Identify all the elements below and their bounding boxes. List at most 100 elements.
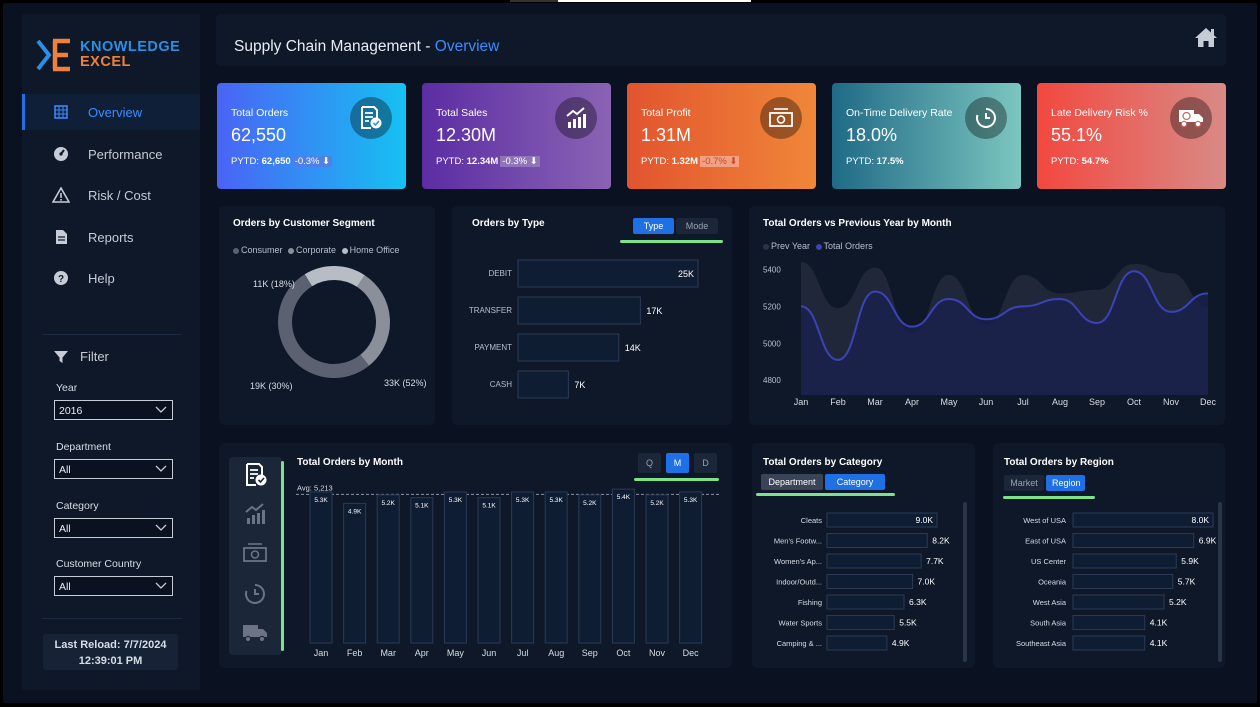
year-select[interactable]: 2016 bbox=[54, 400, 173, 420]
month-button[interactable]: M bbox=[666, 453, 689, 473]
region-bar[interactable] bbox=[1072, 635, 1146, 651]
region-bar[interactable] bbox=[1072, 574, 1174, 589]
category-bar[interactable] bbox=[826, 615, 895, 630]
category-bar[interactable] bbox=[826, 594, 905, 610]
x-tick-label: Nov bbox=[1163, 397, 1180, 407]
region-bar[interactable] bbox=[1072, 533, 1195, 548]
nav-item-overview[interactable]: Overview bbox=[22, 94, 200, 130]
region-value: 4.1K bbox=[1150, 638, 1168, 648]
truck-icon[interactable] bbox=[242, 623, 268, 643]
sales-chart-icon[interactable] bbox=[244, 503, 266, 525]
nav-item-help[interactable]: ? Help bbox=[22, 260, 200, 296]
category-bar[interactable] bbox=[826, 553, 922, 569]
donut-slice-consumer[interactable] bbox=[278, 274, 370, 378]
kpi-pytd-label: PYTD: bbox=[436, 156, 467, 167]
filter-category-label: Category bbox=[56, 500, 99, 512]
kpi-value: 55.1% bbox=[1051, 125, 1103, 145]
quarter-button[interactable]: Q bbox=[638, 453, 661, 473]
category-select[interactable]: All bbox=[54, 518, 173, 538]
type-bar-label: PAYMENT bbox=[475, 343, 513, 352]
region-button[interactable]: Region bbox=[1046, 475, 1085, 491]
month-bar-value: 5.4K bbox=[617, 494, 631, 501]
market-button[interactable]: Market bbox=[1004, 475, 1044, 491]
donut-slice-corporate[interactable] bbox=[356, 275, 390, 366]
region-bar[interactable] bbox=[1072, 615, 1146, 630]
month-bar[interactable] bbox=[443, 491, 467, 644]
category-bar[interactable] bbox=[826, 512, 938, 528]
month-bar[interactable] bbox=[376, 494, 400, 644]
category-button[interactable]: Category bbox=[825, 474, 885, 490]
department-button[interactable]: Department bbox=[761, 474, 823, 490]
category-bar[interactable] bbox=[826, 635, 888, 651]
month-label: Jan bbox=[314, 648, 329, 658]
month-bar[interactable] bbox=[477, 497, 501, 644]
category-scrollbar[interactable] bbox=[963, 502, 967, 662]
nav-item-risk-cost[interactable]: Risk / Cost bbox=[22, 177, 200, 213]
kpi-title: On-Time Delivery Rate bbox=[846, 107, 953, 119]
category-label: Men's Footw... bbox=[774, 537, 822, 546]
month-bar[interactable] bbox=[410, 497, 434, 644]
legend-dot bbox=[815, 243, 822, 250]
kpi-title: Late Delivery Risk % bbox=[1051, 107, 1148, 119]
side-icons-indicator bbox=[281, 461, 284, 651]
region-scrollbar[interactable] bbox=[1218, 502, 1222, 662]
logo: KNOWLEDGE EXCEL bbox=[36, 38, 196, 78]
legend-dot bbox=[763, 243, 769, 250]
sidebar: KNOWLEDGE EXCEL Overview Performance Risk… bbox=[22, 14, 200, 690]
legend-home-office: Home Office bbox=[349, 245, 400, 255]
month-bar[interactable] bbox=[309, 491, 333, 644]
type-bar[interactable] bbox=[517, 370, 569, 399]
month-bar[interactable] bbox=[679, 491, 703, 644]
category-value: 5.5K bbox=[899, 618, 917, 628]
month-bar-value: 5.3K bbox=[550, 497, 564, 504]
region-bar[interactable] bbox=[1072, 594, 1165, 610]
kpi-change: -0.3% ⬇ bbox=[292, 156, 333, 167]
donut-slice-home-office[interactable] bbox=[304, 266, 365, 288]
month-label: Apr bbox=[415, 648, 429, 658]
region-bar[interactable] bbox=[1072, 553, 1177, 569]
month-label: Sep bbox=[582, 648, 598, 658]
month-bar-value: 5.3K bbox=[314, 497, 328, 504]
day-button[interactable]: D bbox=[694, 453, 717, 473]
home-icon[interactable] bbox=[1194, 26, 1218, 48]
orders-icon[interactable] bbox=[245, 463, 267, 487]
clock-icon bbox=[965, 97, 1007, 139]
type-bar[interactable] bbox=[517, 296, 641, 325]
warning-icon bbox=[51, 187, 71, 203]
kpi-pytd: PYTD: 17.5% bbox=[846, 156, 904, 167]
orders-vs-prev-year-panel: Total Orders vs Previous Year by Month P… bbox=[749, 206, 1225, 425]
svg-text:?: ? bbox=[58, 274, 64, 285]
type-bar[interactable] bbox=[517, 259, 699, 288]
cash-icon[interactable] bbox=[243, 543, 267, 563]
nav-item-reports[interactable]: Reports bbox=[22, 219, 200, 255]
kpi-change: -0.7% ⬇ bbox=[700, 156, 740, 167]
month-bar[interactable] bbox=[544, 491, 568, 644]
country-select[interactable]: All bbox=[54, 576, 173, 596]
chevron-down-icon bbox=[155, 582, 167, 589]
department-select[interactable]: All bbox=[54, 459, 173, 479]
month-label: Aug bbox=[548, 648, 564, 658]
kpi-title: Total Orders bbox=[231, 107, 289, 119]
month-bar[interactable] bbox=[343, 502, 367, 644]
month-bar-value: 5.2K bbox=[382, 500, 396, 507]
month-bar[interactable] bbox=[611, 488, 635, 644]
clock-icon[interactable] bbox=[244, 583, 266, 605]
category-bar[interactable] bbox=[826, 574, 914, 589]
month-bar[interactable] bbox=[578, 494, 602, 644]
month-label: Feb bbox=[347, 648, 363, 658]
kpi-pytd: PYTD: 1.32M -0.7% ⬇ bbox=[641, 156, 740, 167]
mode-button[interactable]: Mode bbox=[676, 218, 718, 234]
type-button[interactable]: Type bbox=[633, 218, 674, 234]
month-bar[interactable] bbox=[511, 491, 535, 644]
category-bar[interactable] bbox=[826, 533, 928, 548]
region-bar[interactable] bbox=[1072, 512, 1214, 528]
month-bar[interactable] bbox=[645, 494, 669, 644]
kpi-late-delivery-risk: Late Delivery Risk % 55.1% PYTD: 54.7% bbox=[1037, 83, 1226, 189]
type-bar[interactable] bbox=[517, 333, 620, 362]
legend-prev-year: Prev Year bbox=[771, 241, 811, 251]
total-orders-line[interactable] bbox=[800, 270, 1209, 361]
nav-item-performance[interactable]: Performance bbox=[22, 136, 200, 172]
y-tick-label: 5400 bbox=[763, 265, 781, 274]
help-icon: ? bbox=[51, 270, 71, 286]
